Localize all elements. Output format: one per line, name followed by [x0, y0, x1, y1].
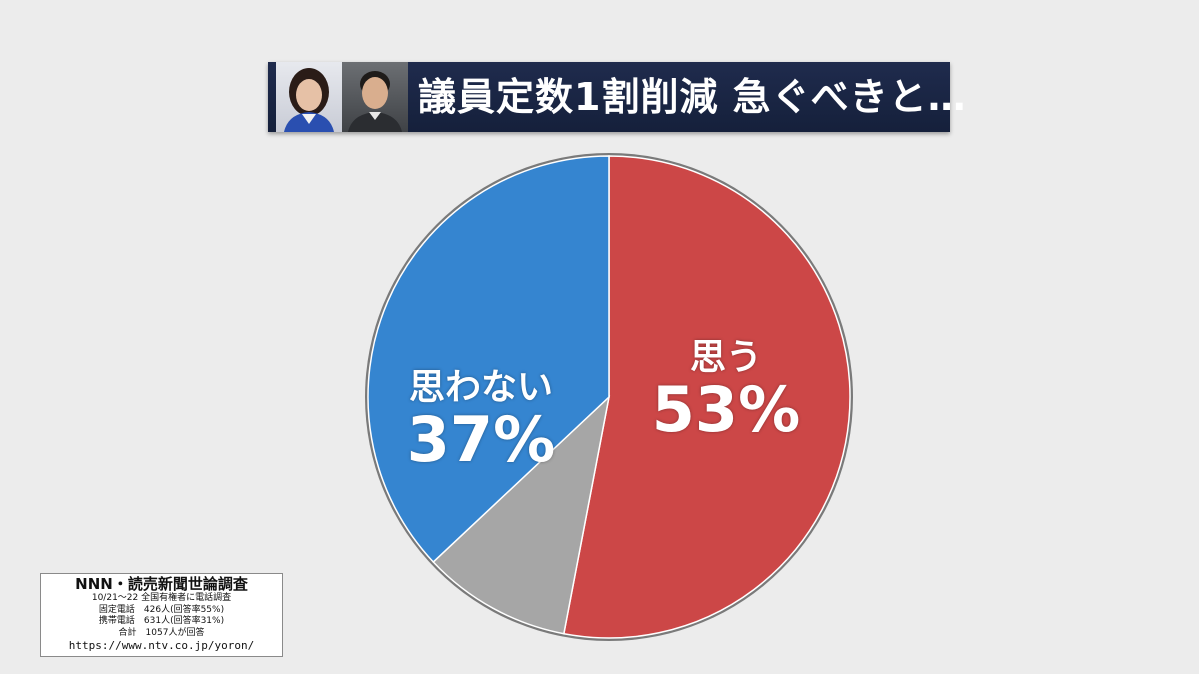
slice-name-disagree: 思わない [408, 367, 553, 408]
pie-slice-1 [432, 394, 611, 635]
title-banner: 議員定数1割削減 急ぐべきと… [268, 62, 966, 132]
pie-slice-2 [367, 155, 610, 564]
slice-label-disagree: 思わない 37% [386, 368, 576, 472]
portrait-photo-right [342, 62, 408, 132]
slice-value-agree: 53% [651, 373, 801, 446]
survey-source-line: 携帯電話 631人(回答率31%) [98, 616, 225, 626]
survey-source-line: 合計 1057人が回答 [118, 627, 205, 638]
slice-label-agree: 思う 53% [646, 338, 806, 442]
survey-source-line: 固定電話 426人(回答率55%) [98, 604, 225, 615]
survey-source-line: 10/21～22 全国有権者に電話調査 [91, 593, 232, 603]
pie-slice-0 [562, 155, 851, 639]
portrait-photo-left [276, 62, 342, 132]
slice-value-disagree: 37% [406, 403, 556, 476]
survey-source-url: https://www.ntv.co.jp/yoron/ [68, 639, 255, 652]
survey-source-title: NNN・読売新聞世論調査 [75, 575, 248, 593]
survey-source-box: NNN・読売新聞世論調査 10/21～22 全国有権者に電話調査 固定電話 42… [40, 573, 283, 657]
slice-name-agree: 思う [689, 337, 762, 378]
chart-title: 議員定数1割削減 急ぐべきと… [418, 75, 967, 119]
